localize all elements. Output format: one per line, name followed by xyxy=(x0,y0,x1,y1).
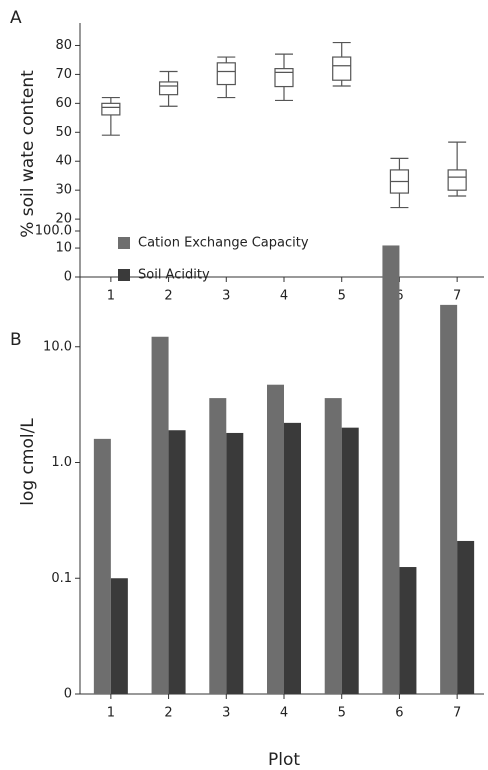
x-tick-label: 1 xyxy=(107,706,115,721)
legend-swatch xyxy=(118,237,130,249)
bar xyxy=(440,304,458,694)
bar xyxy=(324,398,342,694)
bar xyxy=(168,430,186,694)
box xyxy=(447,169,467,191)
x-tick-label: 7 xyxy=(453,706,461,721)
bar xyxy=(226,432,244,694)
x-tick-label: 3 xyxy=(222,706,230,721)
x-tick-label: 2 xyxy=(164,289,172,304)
box xyxy=(216,62,236,86)
y-tick-label: 40 xyxy=(55,154,72,169)
bar xyxy=(93,438,111,694)
bar xyxy=(267,384,284,694)
y-tick-label: 50 xyxy=(55,125,72,140)
y-tick-label: 100.0 xyxy=(35,224,72,239)
y-tick-label: 1.0 xyxy=(51,455,72,470)
legend-swatch xyxy=(118,269,130,281)
y-tick-label: 30 xyxy=(55,183,72,198)
box xyxy=(101,102,121,116)
y-tick-label: 20 xyxy=(55,212,72,227)
x-tick-label: 4 xyxy=(280,706,288,721)
bar xyxy=(209,398,227,694)
bar xyxy=(399,567,417,694)
bar xyxy=(457,540,475,694)
x-axis-label: Plot xyxy=(268,750,300,770)
legend-label: Cation Exchange Capacity xyxy=(138,236,309,251)
x-tick-label: 5 xyxy=(338,289,346,304)
bar xyxy=(151,336,169,694)
y-tick-label: 80 xyxy=(55,38,72,53)
bar xyxy=(284,422,301,694)
x-tick-label: 2 xyxy=(164,706,172,721)
box xyxy=(158,81,179,96)
y-tick-label: 60 xyxy=(55,96,72,111)
y-tick-label: 0 xyxy=(64,687,72,702)
y-tick-label: 10.0 xyxy=(43,339,72,354)
panel-label: B xyxy=(10,330,22,350)
bar xyxy=(382,245,400,694)
y-tick-label: 0.1 xyxy=(51,571,72,586)
legend-label: Soil Acidity xyxy=(138,268,210,283)
box xyxy=(332,56,352,81)
x-tick-label: 4 xyxy=(280,289,288,304)
x-tick-label: 1 xyxy=(107,289,115,304)
x-tick-label: 6 xyxy=(395,706,403,721)
bar xyxy=(341,427,359,694)
x-tick-label: 5 xyxy=(338,706,346,721)
y-axis-label: % soil wate content xyxy=(18,70,38,238)
y-axis-label: log cmol/L xyxy=(18,418,38,506)
y-tick-label: 0 xyxy=(64,270,72,285)
y-tick-label: 10 xyxy=(55,241,72,256)
x-tick-label: 7 xyxy=(453,289,461,304)
x-tick-label: 3 xyxy=(222,289,230,304)
bar xyxy=(110,578,128,694)
box xyxy=(274,68,294,88)
y-tick-label: 70 xyxy=(55,67,72,82)
panel-label: A xyxy=(10,8,22,28)
